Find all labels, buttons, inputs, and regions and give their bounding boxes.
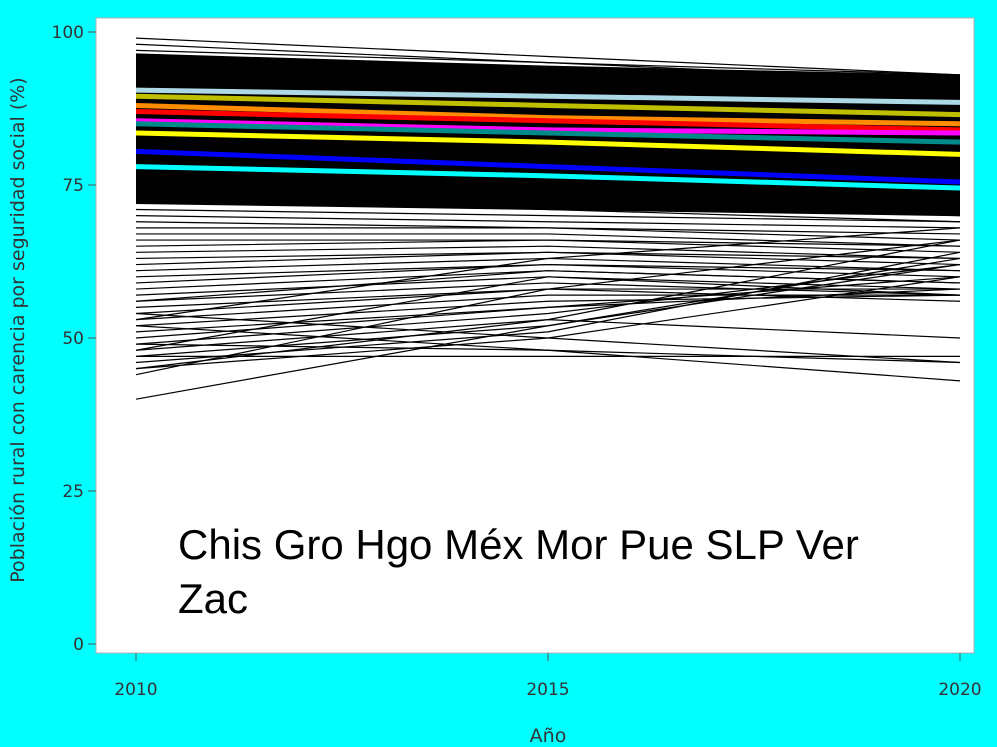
background-series-line [135,312,961,364]
states-annotation: Chis Gro Hgo Méx Mor Pue SLP Ver Zac [178,521,859,622]
x-axis-title: Año [530,725,567,747]
axes-group: 0 25 50 75 100 2010 2015 2020 [52,23,982,700]
background-series-line [135,239,961,376]
background-series-line [135,215,961,229]
y-axis-title: Población rural con carencia por segurid… [7,77,29,582]
y-tick-label: 100 [52,23,84,43]
background-series-line [135,49,961,76]
highlight-series-line [135,121,961,145]
highlight-series-line [135,93,961,118]
y-tick-label: 0 [73,635,84,655]
highlight-series-line [135,164,961,191]
background-series-line [135,245,961,260]
x-tick-label: 2020 [938,680,981,700]
background-series-line [135,282,961,302]
background-series-line [136,227,961,241]
highlight-series-line [135,102,961,127]
highlight-series-line [135,148,961,185]
highlight-series-line [135,87,961,105]
background-series-line [135,257,961,400]
background-series-line [135,239,961,247]
x-tick-label: 2015 [526,680,569,700]
background-series-line [135,319,961,370]
y-tick-label: 75 [62,176,84,196]
y-tick-label: 25 [62,482,84,502]
background-series-line [135,288,961,339]
background-series-line [135,227,961,321]
background-series-line [135,263,961,284]
highlight-series-group [135,87,961,191]
highlight-series-line [135,109,961,133]
background-series-line [135,208,961,223]
background-series-line [136,233,961,247]
background-series-line [135,325,961,382]
highlight-series-line [135,130,961,157]
background-series-line [135,37,961,76]
background-series-line [135,270,961,302]
x-tick-label: 2010 [114,680,157,700]
background-series-line [135,276,961,351]
y-tick-label: 50 [62,329,84,349]
highlight-series-line [135,118,961,136]
